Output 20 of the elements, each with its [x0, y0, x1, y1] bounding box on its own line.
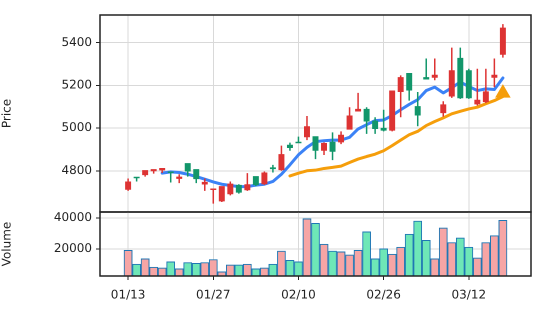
- y-tick-label: 4800: [61, 162, 92, 177]
- candlestick: [168, 171, 174, 183]
- y-tick-label: 20000: [54, 240, 92, 255]
- y-tick-label: 5000: [61, 120, 92, 134]
- x-tick-label: 02/26: [366, 287, 401, 302]
- y-axis-title: Price: [0, 98, 14, 128]
- y-tick-label: 5200: [61, 78, 92, 92]
- candlestick: [423, 58, 430, 80]
- y-tick-label: 5400: [61, 34, 92, 49]
- x-tick-label: 03/12: [452, 287, 486, 302]
- y-axis-title: Volume: [0, 222, 14, 266]
- x-tick-label: 02/10: [281, 287, 316, 302]
- candlestick: [474, 68, 480, 106]
- x-tick-label: 01/27: [196, 287, 231, 302]
- x-tick-label: 01/13: [110, 287, 146, 302]
- y-tick-label: 40000: [54, 210, 92, 224]
- candlestick: [210, 188, 216, 204]
- candlestick: [176, 174, 182, 184]
- candlestick: [295, 136, 302, 144]
- candlestick: [355, 92, 362, 112]
